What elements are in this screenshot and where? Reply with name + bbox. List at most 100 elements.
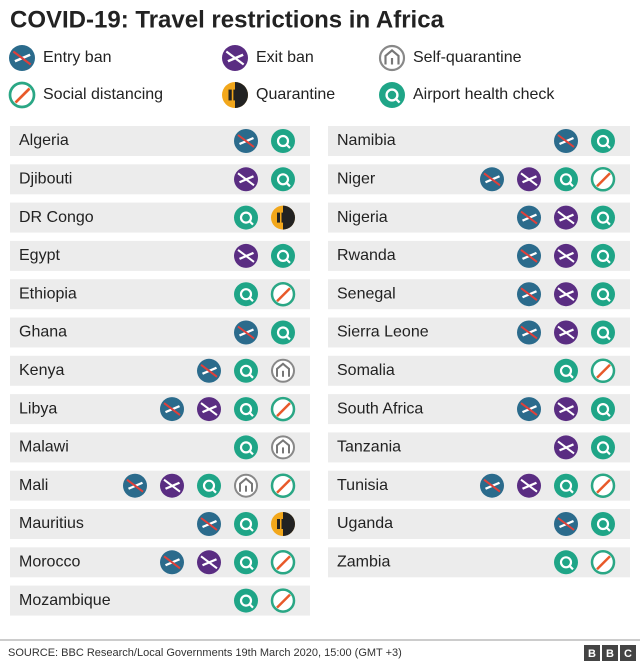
legend-label: Exit ban	[256, 49, 314, 66]
slash	[225, 50, 245, 66]
airport-check-icon	[591, 282, 615, 307]
airport-check-icon	[554, 473, 578, 498]
slash	[12, 50, 32, 66]
country: Zambia	[337, 554, 390, 571]
row-bg	[10, 126, 310, 156]
figure	[233, 89, 237, 101]
icon-bg	[197, 473, 221, 498]
airport-check-icon	[234, 282, 258, 307]
row-bg	[10, 355, 310, 386]
country: Kenya	[19, 362, 64, 379]
slash	[596, 172, 611, 188]
lens	[276, 134, 290, 148]
airport-check-icon	[234, 205, 258, 230]
slash	[237, 172, 255, 187]
house	[384, 49, 400, 65]
row-bg	[10, 202, 310, 233]
icon-bg	[234, 358, 258, 383]
icon-bg	[554, 167, 578, 192]
lens	[596, 288, 610, 301]
slash	[483, 172, 501, 187]
handle	[568, 565, 574, 571]
lens	[276, 326, 290, 339]
slash	[276, 287, 291, 303]
social-distancing-icon	[270, 281, 296, 307]
lens	[596, 326, 610, 339]
row-bg	[10, 240, 310, 271]
airport-check-icon	[591, 129, 615, 153]
entry-ban-icon	[197, 512, 221, 536]
icon-bg	[234, 588, 258, 613]
social-distancing-icon	[590, 167, 616, 192]
country: Mauritius	[19, 515, 84, 532]
handle	[248, 450, 254, 456]
icon-bg	[554, 550, 578, 575]
lens	[239, 211, 253, 224]
icon-bg	[234, 397, 258, 422]
slash	[520, 402, 538, 416]
lens	[559, 364, 573, 377]
airport-check-icon	[271, 243, 295, 268]
country: Morocco	[19, 554, 80, 571]
row-bg	[328, 470, 630, 501]
quarantine-icon	[222, 82, 248, 108]
lens	[239, 594, 253, 607]
icon-bg	[591, 282, 615, 307]
row-bg	[328, 164, 630, 195]
handle	[248, 296, 254, 302]
handle	[605, 335, 611, 341]
country: Uganda	[337, 515, 393, 532]
slash	[520, 172, 538, 187]
slash	[200, 363, 218, 378]
entry-ban-icon	[517, 205, 541, 230]
slash	[237, 325, 255, 340]
airport-check-icon	[234, 550, 258, 575]
logo-letter: B	[606, 648, 614, 660]
country: Somalia	[337, 362, 395, 379]
legend-label: Self-quarantine	[413, 49, 522, 66]
handle	[568, 373, 574, 379]
slash	[557, 440, 575, 455]
slash	[520, 287, 538, 302]
airport-check-icon	[554, 167, 578, 192]
legend-label: Entry ban	[43, 49, 111, 66]
country: Mali	[19, 477, 48, 494]
lens	[596, 441, 610, 454]
logo-letter: B	[588, 648, 596, 660]
social-distancing-icon	[8, 81, 36, 109]
icon-bg	[234, 512, 258, 536]
exit-ban-icon	[517, 167, 541, 192]
exit-ban-icon	[160, 473, 184, 498]
figure	[277, 212, 280, 223]
row-bg	[328, 355, 630, 386]
exit-ban-icon	[197, 550, 221, 575]
legend-label: Quarantine	[256, 86, 335, 103]
handle	[605, 411, 611, 417]
slash	[126, 478, 144, 493]
handle	[605, 220, 611, 226]
row-bg	[10, 317, 310, 348]
icon-bg	[234, 435, 258, 460]
entry-ban-icon	[554, 129, 578, 153]
handle	[248, 565, 254, 571]
row-bg	[328, 394, 630, 425]
airport-check-icon	[234, 397, 258, 422]
icon-bg	[271, 320, 295, 345]
self-quarantine-icon	[271, 358, 295, 383]
slash	[557, 134, 575, 148]
quarantine-icon	[271, 205, 295, 230]
entry-ban-icon	[197, 358, 221, 383]
country: Tanzania	[337, 439, 401, 456]
slash	[557, 249, 575, 263]
icon-bg	[591, 129, 615, 153]
slash	[163, 478, 181, 493]
slash	[237, 134, 255, 148]
lens	[202, 479, 216, 492]
social-distancing-icon	[590, 473, 616, 498]
lens	[596, 403, 610, 416]
slash	[596, 363, 611, 379]
entry-ban-icon	[554, 512, 578, 536]
entry-ban-icon	[480, 167, 504, 192]
icon-bg	[591, 512, 615, 536]
icon-bg	[591, 320, 615, 345]
